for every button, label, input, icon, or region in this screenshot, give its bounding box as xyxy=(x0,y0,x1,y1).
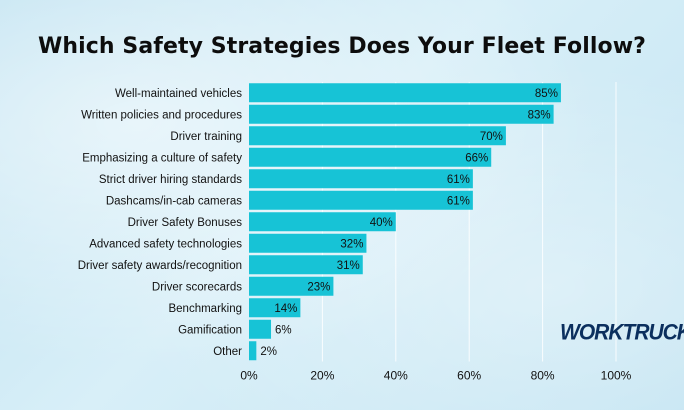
x-tick-label: 60% xyxy=(457,369,481,383)
value-label: 2% xyxy=(260,346,277,358)
value-label: 83% xyxy=(528,109,551,121)
category-label: Benchmarking xyxy=(168,303,242,315)
category-label: Other xyxy=(213,346,242,358)
value-label: 40% xyxy=(370,217,393,229)
x-tick-label: 20% xyxy=(310,369,334,383)
bar xyxy=(249,190,473,210)
value-label: 70% xyxy=(480,131,503,143)
bar xyxy=(249,104,554,124)
x-tick-label: 40% xyxy=(384,369,408,383)
x-tick-label: 80% xyxy=(531,369,555,383)
chart-title: Which Safety Strategies Does Your Fleet … xyxy=(37,34,647,59)
bar xyxy=(249,212,396,232)
value-label: 14% xyxy=(274,303,297,315)
category-label: Driver safety awards/recognition xyxy=(78,260,242,272)
category-label: Written policies and procedures xyxy=(81,109,242,121)
category-label: Driver training xyxy=(170,131,242,143)
bar xyxy=(249,319,272,339)
bar xyxy=(249,147,492,167)
category-label: Advanced safety technologies xyxy=(89,238,242,250)
value-label: 61% xyxy=(447,195,470,207)
bar xyxy=(249,83,561,103)
value-label: 31% xyxy=(337,260,360,272)
category-label: Emphasizing a culture of safety xyxy=(82,152,242,164)
value-label: 85% xyxy=(535,88,558,100)
bar xyxy=(249,233,367,253)
category-label: Driver Safety Bonuses xyxy=(128,217,243,229)
category-label: Gamification xyxy=(178,324,242,336)
value-label: 32% xyxy=(340,238,363,250)
category-label: Strict driver hiring standards xyxy=(99,174,242,186)
category-label: Driver scorecards xyxy=(152,281,242,293)
value-label: 6% xyxy=(275,324,292,336)
bar xyxy=(249,169,473,189)
value-label: 23% xyxy=(307,281,330,293)
value-label: 61% xyxy=(447,174,470,186)
value-label: 66% xyxy=(465,152,488,164)
x-tick-label: 0% xyxy=(240,369,258,383)
bar xyxy=(249,298,301,318)
bar xyxy=(249,126,506,146)
category-label: Well-maintained vehicles xyxy=(115,88,242,100)
worktruck-logo: WORKTRUCK xyxy=(560,320,684,345)
bar xyxy=(249,341,257,361)
bar xyxy=(249,276,334,296)
bar xyxy=(249,255,363,275)
x-tick-label: 100% xyxy=(601,369,632,383)
category-label: Dashcams/in-cab cameras xyxy=(106,195,242,207)
